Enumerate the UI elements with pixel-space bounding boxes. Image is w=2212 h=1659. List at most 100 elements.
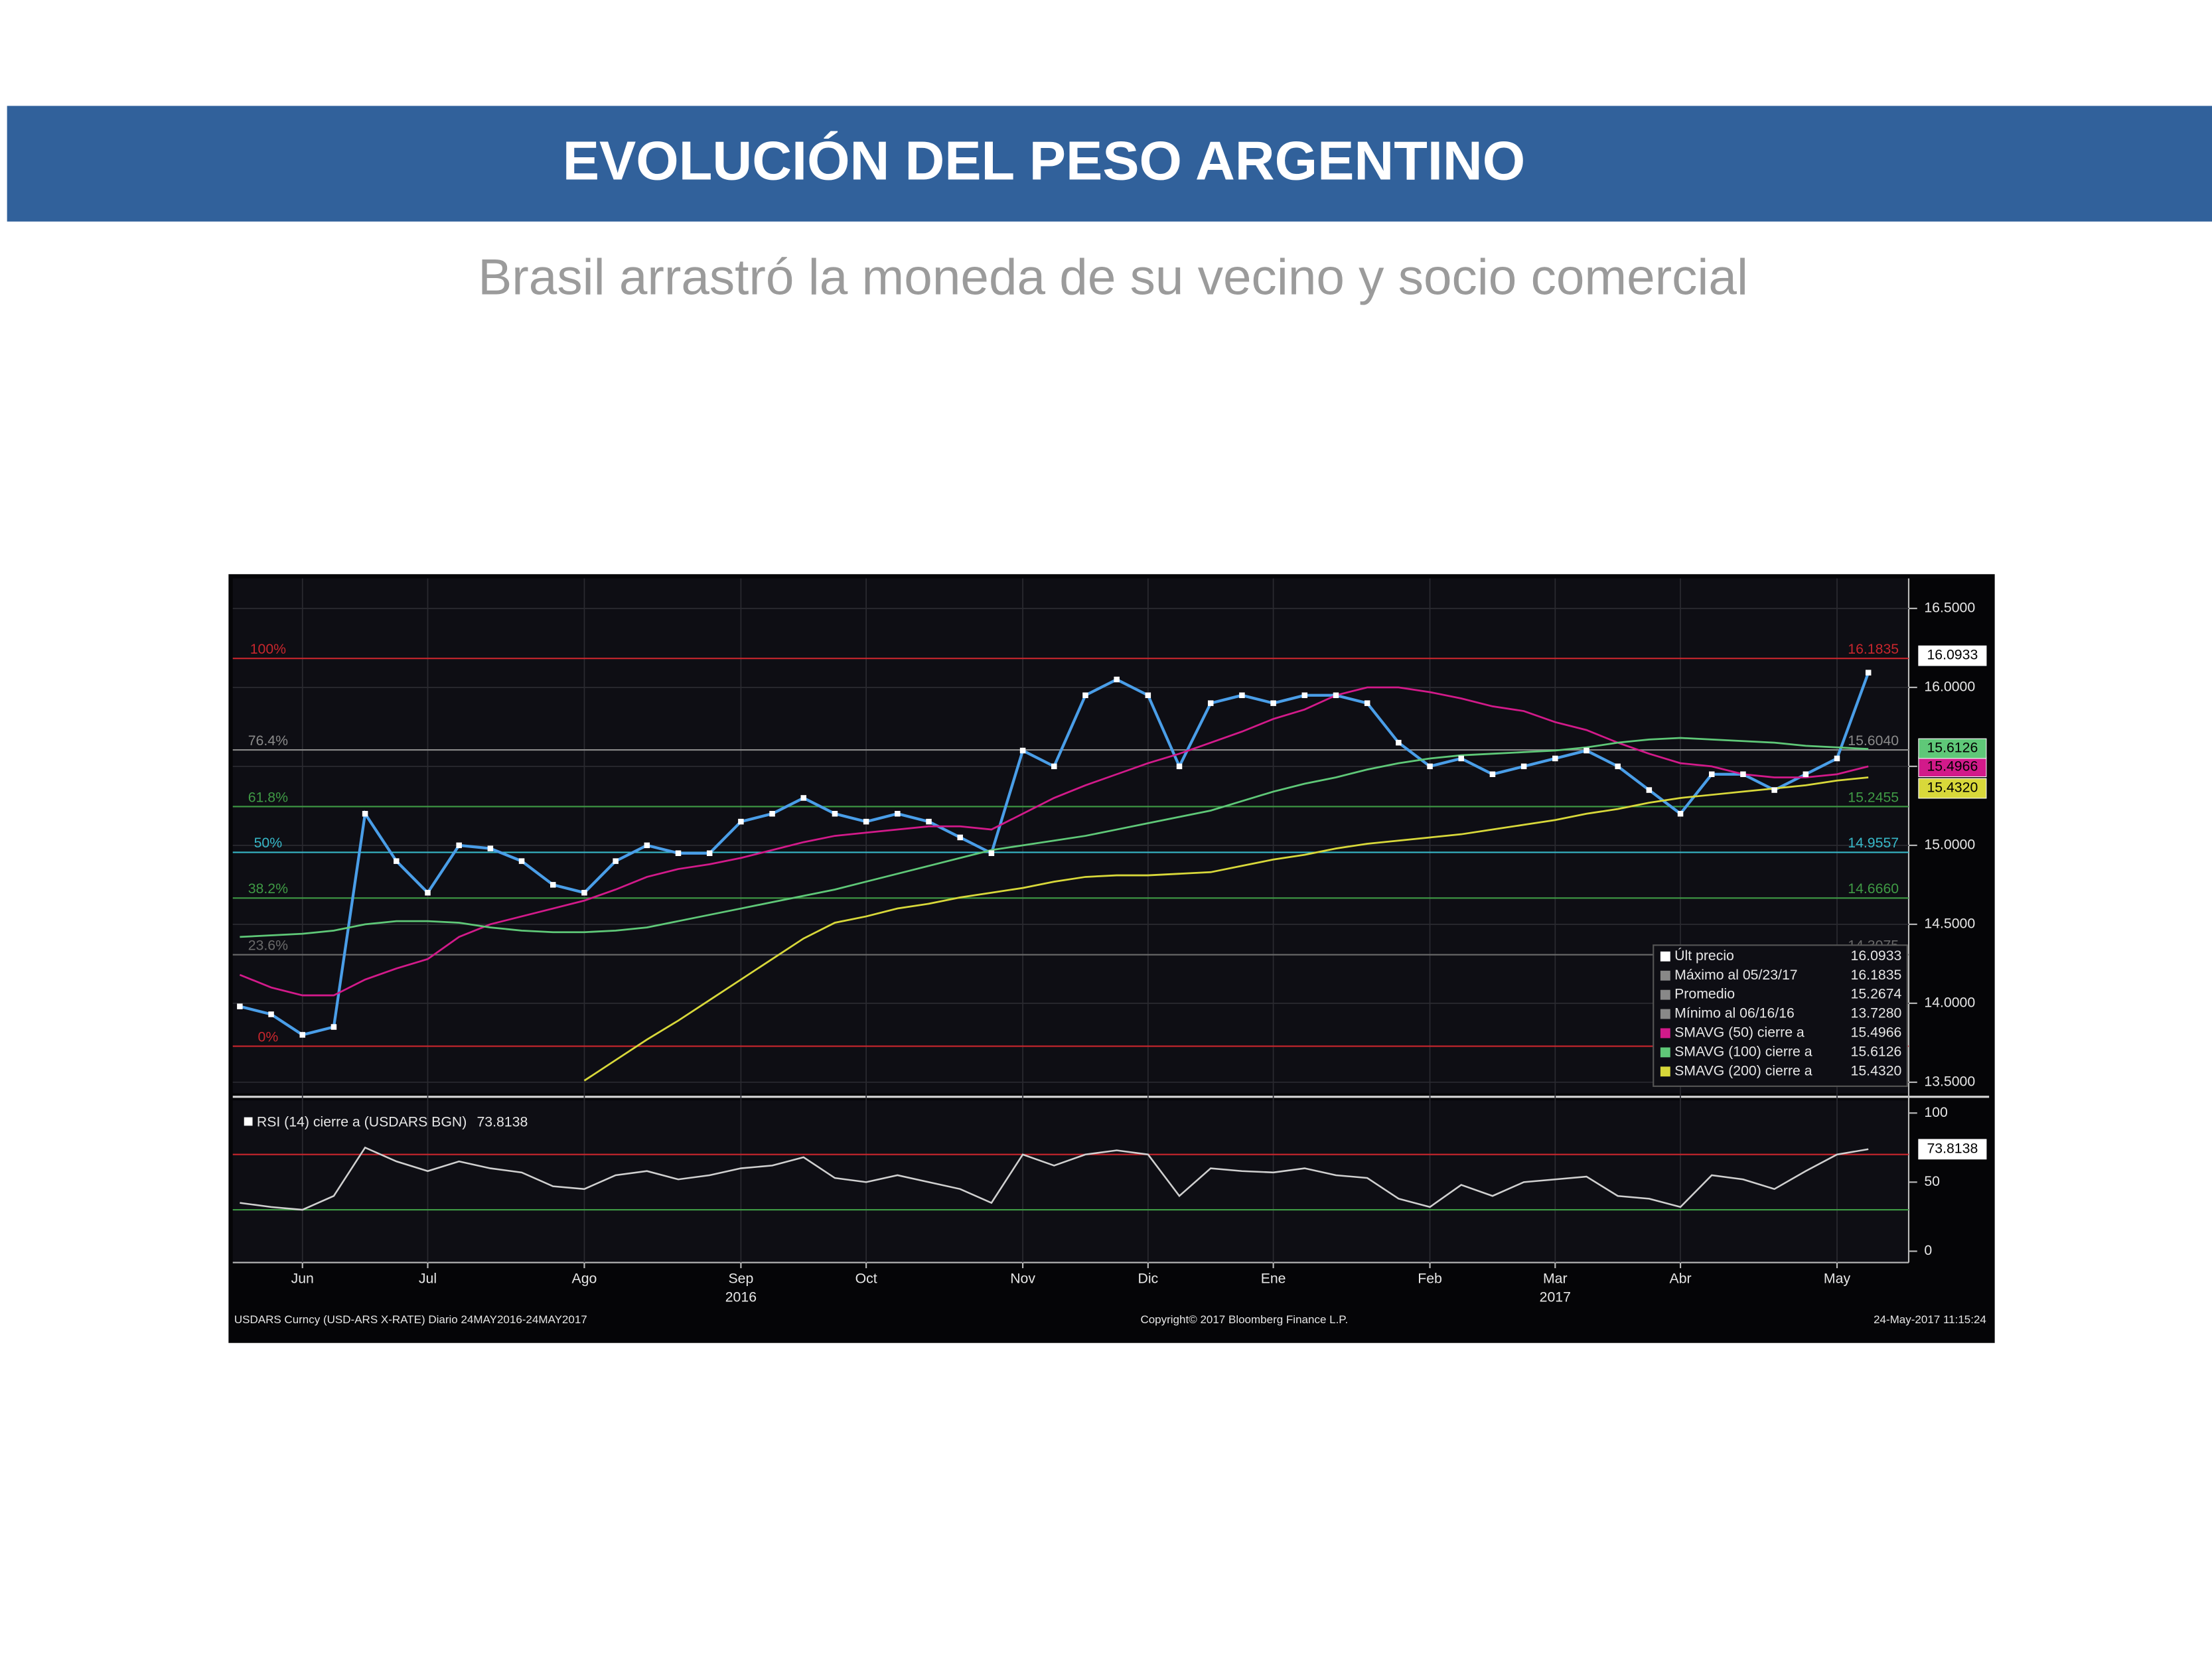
price-point [1803, 771, 1809, 777]
price-tag: 16.0933 [1927, 647, 1978, 663]
x-tick-label: Abr [1670, 1271, 1692, 1287]
title: EVOLUCIÓN DEL PESO ARGENTINO [563, 130, 1525, 192]
price-point [644, 842, 650, 849]
legend-marker [1660, 989, 1670, 1000]
price-point [1615, 763, 1621, 770]
price-point [487, 845, 494, 851]
fib-value: 14.9557 [1848, 835, 1899, 851]
legend-label: SMAVG (200) cierre a [1674, 1062, 1812, 1078]
rsi-legend-value: 73.8138 [477, 1114, 528, 1130]
y-tick-label: 15.0000 [1924, 836, 1975, 852]
y-tick-label: 14.5000 [1924, 915, 1975, 931]
x-tick-label: Dic [1138, 1271, 1158, 1287]
fib-value: 15.6040 [1848, 733, 1899, 749]
legend-value: 15.6126 [1851, 1043, 1902, 1059]
x-year-label: 2017 [1540, 1289, 1571, 1305]
price-point [268, 1011, 274, 1017]
price-point [832, 810, 838, 817]
price-point [613, 858, 619, 864]
series-line [239, 686, 1869, 997]
x-tick-label: Feb [1418, 1271, 1442, 1287]
price-point [1677, 810, 1684, 817]
series-line [583, 776, 1869, 1082]
fib-label: 100% [250, 641, 286, 657]
price-point [769, 810, 775, 817]
legend-box [1653, 944, 1908, 1087]
legend-value: 15.4320 [1851, 1062, 1902, 1078]
rsi-tag: 73.8138 [1927, 1140, 1978, 1156]
legend-value: 15.2674 [1851, 986, 1902, 1002]
legend-label: Máximo al 05/23/17 [1674, 967, 1797, 983]
price-point [518, 858, 525, 864]
fib-value: 15.2455 [1848, 789, 1899, 805]
rsi-tick-label: 0 [1924, 1242, 1932, 1258]
x-tick-label: Ene [1261, 1271, 1286, 1287]
price-point [1301, 692, 1308, 699]
fib-value: 16.1835 [1848, 641, 1899, 657]
rsi-panel [232, 1100, 1909, 1263]
legend-label: Mínimo al 06/16/16 [1674, 1005, 1795, 1021]
rsi-tag-box [1918, 1139, 1987, 1160]
price-point [394, 858, 400, 864]
fib-label: 38.2% [248, 881, 288, 897]
rsi-line [240, 1146, 1869, 1211]
legend-marker [1660, 970, 1670, 981]
price-point [299, 1032, 305, 1038]
y-tick-label: 16.5000 [1924, 599, 1975, 615]
legend-marker [1660, 1047, 1670, 1058]
price-point [1865, 670, 1872, 676]
overlay-layer: 13.500014.000014.500015.000015.500016.00… [234, 599, 1987, 1326]
price-point [1458, 755, 1464, 762]
plot-layer [237, 670, 1872, 1082]
price-tag: 15.4320 [1927, 780, 1978, 796]
header-bar [7, 106, 2212, 222]
price-point [1239, 692, 1245, 699]
price-point [362, 810, 368, 817]
price-point [1834, 755, 1840, 762]
price-point [1396, 739, 1402, 746]
price-point [331, 1024, 337, 1030]
rsi-legend-name: RSI (14) cierre a (USDARS BGN) [257, 1114, 467, 1130]
price-point [1489, 771, 1496, 777]
price-point [1176, 763, 1183, 770]
footer-center: Copyright© 2017 Bloomberg Finance L.P. [1140, 1313, 1348, 1326]
price-point [550, 882, 556, 888]
fib-label: 23.6% [248, 938, 288, 954]
rsi-legend-marker [244, 1117, 253, 1126]
fib-label: 61.8% [248, 789, 288, 805]
series-line [240, 737, 1869, 938]
price-tag-box [1918, 738, 1987, 759]
price-panel [232, 578, 1909, 1094]
price-point [1646, 787, 1653, 793]
price-point [675, 850, 682, 856]
x-tick-label: Mar [1543, 1271, 1568, 1287]
price-point [425, 889, 431, 896]
legend-value: 15.4966 [1851, 1025, 1902, 1041]
x-tick-label: May [1824, 1271, 1851, 1287]
fib-label: 0% [258, 1029, 279, 1045]
x-tick-label: Sep [728, 1271, 753, 1287]
price-point [237, 1003, 243, 1009]
price-point [800, 795, 807, 801]
legend-value: 13.7280 [1851, 1005, 1902, 1021]
price-tag: 15.4966 [1927, 758, 1978, 774]
price-point [1520, 763, 1527, 770]
price-point [957, 834, 963, 841]
price-point [581, 889, 587, 896]
x-tick-label: Nov [1010, 1271, 1035, 1287]
price-point [1051, 763, 1057, 770]
price-point [1333, 692, 1339, 699]
y-tick-label: 13.5000 [1924, 1073, 1975, 1089]
price-point [926, 818, 932, 825]
price-point [895, 810, 901, 817]
x-tick-label: Jun [291, 1271, 314, 1287]
fib-label: 50% [254, 835, 283, 851]
price-point [1082, 692, 1088, 699]
legend-marker [1660, 951, 1670, 962]
price-point [1019, 747, 1026, 754]
legend-marker [1660, 1066, 1670, 1077]
x-tick-label: Jul [419, 1271, 437, 1287]
price-tag-box [1918, 757, 1987, 778]
